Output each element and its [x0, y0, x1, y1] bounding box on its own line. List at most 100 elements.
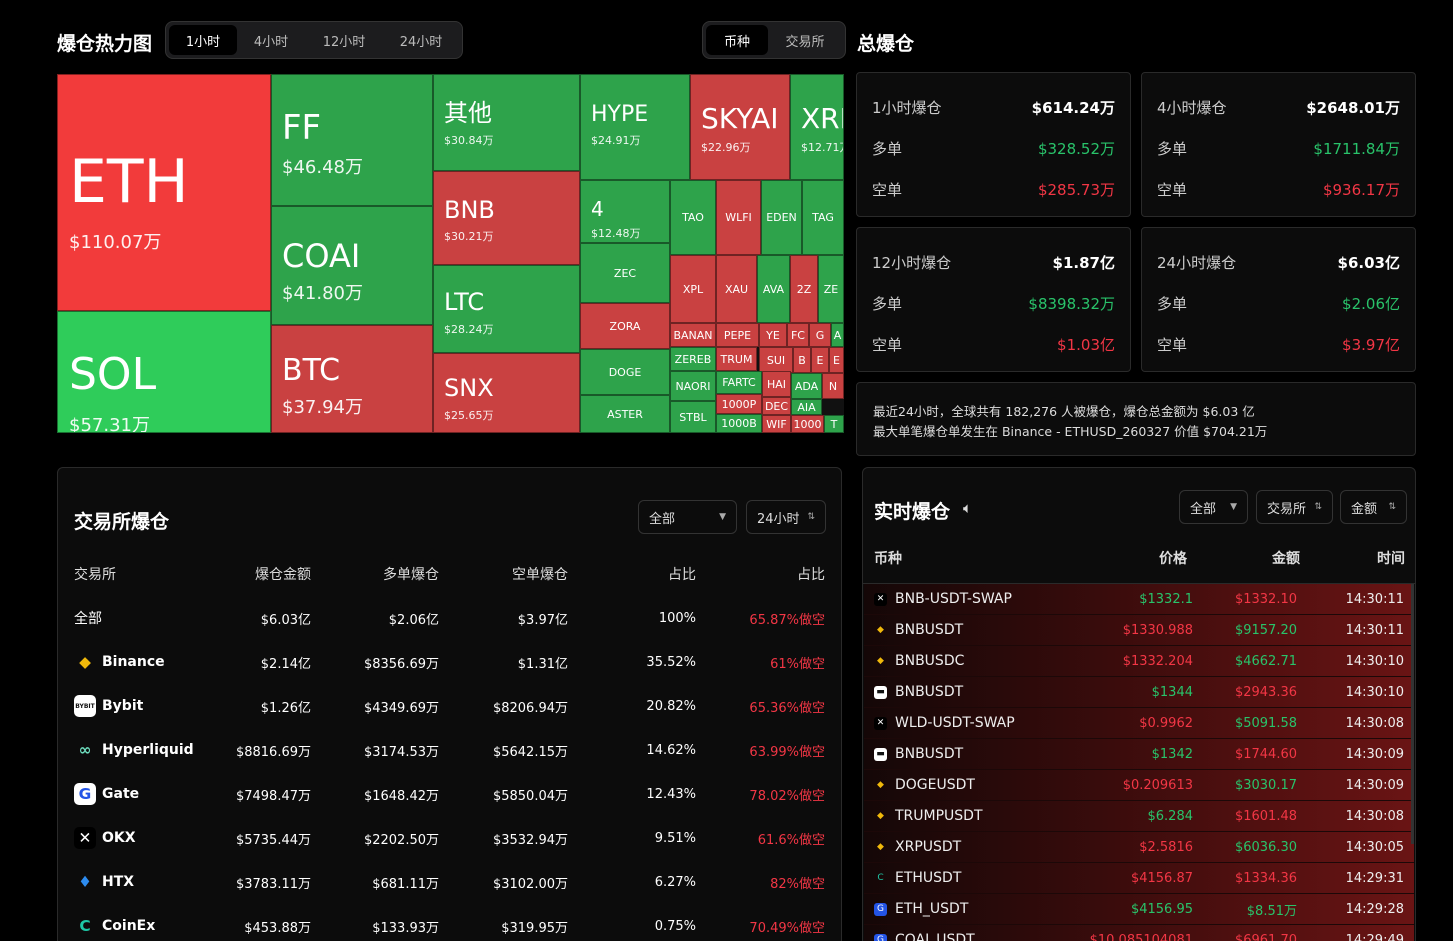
treemap-small-block[interactable]: PEPE [716, 323, 759, 347]
exchange-row[interactable]: ✕ OKX $5735.44万 $2202.50万 $3532.94万 9.51% 61.6… [58, 816, 843, 860]
exchange-ratio: 61.6%做空 [757, 832, 825, 848]
treemap-small-block[interactable]: B [793, 347, 811, 373]
exchange-row[interactable]: C CoinEx $453.88万 $133.93万 $319.95万 0.75% 70.4… [58, 904, 843, 941]
treemap-small-block[interactable]: 2Z [790, 255, 818, 323]
treemap-small-block[interactable]: N [822, 373, 844, 399]
live-row[interactable]: ◆ TRUMPUSDT $6.284 $1601.48 14:30:08 [864, 801, 1414, 832]
exchange-name: Gate [102, 786, 140, 802]
treemap-small-block[interactable]: E [811, 347, 829, 373]
live-row[interactable]: ✕ BNB-USDT-SWAP $1332.1 $1332.10 14:30:11 [864, 584, 1414, 615]
live-row[interactable]: ◆ BNBUSDC $1332.204 $4662.71 14:30:10 [864, 646, 1414, 677]
treemap-symbol: BNB [444, 195, 495, 224]
tab-12h[interactable]: 12小时 [322, 34, 366, 50]
treemap-small-block[interactable]: E [829, 347, 844, 373]
treemap-small-block[interactable]: ASTER [580, 395, 670, 433]
treemap-block[interactable]: SOL $57.31万 [57, 311, 271, 433]
exchange-row[interactable]: ♦ HTX $3783.11万 $681.11万 $3102.00万 6.27% 82%做空 [58, 860, 843, 904]
live-row[interactable]: ◆ BNBUSDT $1330.988 $9157.20 14:30:11 [864, 615, 1414, 646]
treemap-small-block[interactable]: SUI [759, 347, 793, 373]
exchange-filter-dropdown[interactable]: 全部 ▼ [638, 500, 737, 534]
live-filter-amount[interactable]: 金额 ⇅ [1340, 490, 1407, 524]
treemap-small-label: NAORI [675, 379, 711, 393]
treemap-block[interactable]: SKYAI $22.96万 [690, 74, 790, 180]
live-row[interactable]: C ETHUSDT $4156.87 $1334.36 14:29:31 [864, 863, 1414, 894]
treemap-small-block[interactable]: NAORI [670, 371, 716, 401]
treemap-small-block[interactable]: TAO [670, 180, 716, 255]
treemap-small-block[interactable]: 1000B [716, 414, 762, 433]
treemap-small-block[interactable]: WLFI [716, 180, 761, 255]
live-row[interactable]: ▬ BNBUSDT $1342 $1744.60 14:30:09 [864, 739, 1414, 770]
live-row[interactable]: ▬ BNBUSDT $1344 $2943.36 14:30:10 [864, 677, 1414, 708]
toggle-coin[interactable]: 币种 [706, 25, 768, 55]
treemap-small-block[interactable]: ZEC [580, 243, 670, 303]
treemap-small-block[interactable]: EDEN [761, 180, 802, 255]
treemap-small-block[interactable]: TAG [802, 180, 844, 255]
treemap-block[interactable]: BNB $30.21万 [433, 171, 580, 265]
live-row[interactable]: ◆ DOGEUSDT $0.209613 $3030.17 14:30:09 [864, 770, 1414, 801]
gate-logo-icon: G [874, 933, 887, 941]
treemap-small-block[interactable]: AVA [757, 255, 790, 323]
treemap-small-block[interactable]: ZEREB [670, 347, 716, 371]
treemap-small-block[interactable]: STBL [670, 401, 716, 433]
exchange-period-value: 24小时 [757, 511, 800, 527]
treemap-block[interactable]: XRP $12.71万 [790, 74, 844, 180]
treemap-small-block[interactable]: T [824, 415, 844, 433]
treemap-small-block[interactable]: TRUM [716, 347, 757, 371]
live-filter-exchange[interactable]: 交易所 ⇅ [1256, 490, 1333, 524]
live-row[interactable]: G ETH_USDT $4156.95 $8.51万 14:29:28 [864, 894, 1414, 925]
live-scrollbar[interactable] [1411, 584, 1414, 844]
treemap-block[interactable]: 4 $12.48万 [580, 180, 670, 243]
treemap-small-block[interactable]: 1000 [791, 415, 824, 433]
live-filter-all[interactable]: 全部 ▼ [1179, 490, 1248, 524]
treemap-small-block[interactable]: FC [787, 323, 809, 347]
treemap-small-block[interactable]: G [809, 323, 831, 347]
treemap-small-block[interactable]: AIA [791, 399, 822, 415]
exchange-period-dropdown[interactable]: 24小时 ⇅ [746, 500, 826, 534]
treemap-small-block[interactable]: XAU [716, 255, 757, 323]
treemap-small-block[interactable]: HAI [762, 371, 791, 397]
treemap-small-block[interactable]: DOGE [580, 349, 670, 395]
treemap-small-block[interactable]: ADA [791, 373, 822, 399]
sound-icon[interactable]: 🔈︎ [963, 499, 973, 517]
treemap-small-block[interactable]: XPL [670, 255, 716, 323]
tab-4h[interactable]: 4小时 [253, 34, 289, 50]
treemap-small-label: EDEN [766, 211, 797, 224]
treemap-small-block[interactable]: ZE [818, 255, 844, 323]
exchange-long: $1648.42万 [363, 788, 439, 804]
heatmap-title: 爆仓热力图 [57, 33, 153, 55]
treemap-small-block[interactable]: FARTC [716, 371, 762, 394]
tab-24h[interactable]: 24小时 [399, 34, 443, 50]
exchange-name: Binance [102, 654, 165, 670]
treemap-block[interactable]: COAI $41.80万 [271, 206, 433, 325]
summary-long-value: $328.52万 [1037, 140, 1115, 158]
treemap-block[interactable]: ETH $110.07万 [57, 74, 271, 311]
toggle-exchange[interactable]: 交易所 [785, 34, 825, 50]
exchange-row[interactable]: G Gate $7498.47万 $1648.42万 $5850.04万 12.43% 78… [58, 772, 843, 816]
live-amount: $1744.60 [1234, 746, 1297, 762]
exchange-row[interactable]: 全部 $6.03亿 $2.06亿 $3.97亿 100% 65.87%做空 [58, 596, 843, 640]
treemap-small-block[interactable]: DEC [762, 397, 791, 415]
treemap-small-block[interactable]: WIF [762, 415, 791, 433]
treemap-small-block[interactable]: 1000P [716, 394, 762, 414]
exchange-name: 全部 [74, 611, 102, 627]
treemap-block[interactable]: LTC $28.24万 [433, 265, 580, 353]
live-time: 14:30:11 [1345, 591, 1404, 607]
exchange-row[interactable]: ∞ Hyperliquid $8816.69万 $3174.53万 $5642.15万 1… [58, 728, 843, 772]
treemap-small-block[interactable]: YE [759, 323, 787, 347]
live-row[interactable]: ◆ XRPUSDT $2.5816 $6036.30 14:30:05 [864, 832, 1414, 863]
live-row[interactable]: ✕ WLD-USDT-SWAP $0.9962 $5091.58 14:30:08 [864, 708, 1414, 739]
exchange-share: 6.27% [654, 874, 696, 890]
treemap-block[interactable]: HYPE $24.91万 [580, 74, 690, 180]
tab-1h[interactable]: 1小时 [169, 25, 237, 55]
treemap-block[interactable]: FF $46.48万 [271, 74, 433, 206]
exchange-row[interactable]: ◆ Binance $2.14亿 $8356.69万 $1.31亿 35.52% 61%做空 [58, 640, 843, 684]
treemap-small-block[interactable]: A [831, 323, 844, 347]
exchange-row[interactable]: BYBIT Bybit $1.26亿 $4349.69万 $8206.94万 20.82%… [58, 684, 843, 728]
live-row[interactable]: G COAI_USDT $10.085104081 $6961.70 14:29:49 [864, 925, 1414, 941]
col-header: 多单爆仓 [383, 567, 439, 583]
treemap-block[interactable]: SNX $25.65万 [433, 353, 580, 433]
treemap-small-block[interactable]: BANAN [670, 323, 716, 347]
treemap-block[interactable]: 其他 $30.84万 [433, 74, 580, 171]
treemap-block[interactable]: BTC $37.94万 [271, 325, 433, 433]
treemap-small-block[interactable]: ZORA [580, 303, 670, 349]
